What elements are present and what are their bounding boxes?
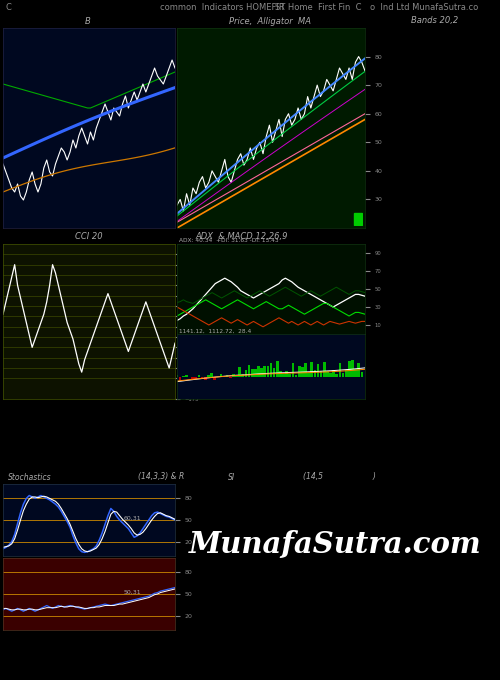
Text: common  Indicators HOMEFIR: common Indicators HOMEFIR <box>160 3 285 12</box>
Bar <box>270 363 272 377</box>
Text: 50,31: 50,31 <box>124 590 141 595</box>
Bar <box>336 375 338 377</box>
Text: SI: SI <box>228 473 235 481</box>
Bar <box>332 370 335 377</box>
Text: B: B <box>84 16 90 25</box>
Text: Stochastics: Stochastics <box>8 473 52 481</box>
Bar <box>292 362 294 377</box>
Bar <box>348 361 350 377</box>
Bar <box>288 374 291 377</box>
Text: CCI 20: CCI 20 <box>75 233 103 241</box>
Bar <box>354 213 362 225</box>
Bar <box>210 373 213 377</box>
Bar <box>251 369 254 377</box>
Bar <box>354 369 357 377</box>
Bar <box>242 373 244 377</box>
Bar <box>320 371 322 377</box>
Bar <box>198 375 200 377</box>
Bar <box>279 371 281 377</box>
Bar <box>323 362 326 377</box>
Bar <box>248 365 250 377</box>
Bar <box>286 371 288 377</box>
Bar <box>301 367 304 377</box>
Text: 84: 84 <box>182 283 190 288</box>
Bar <box>238 367 241 377</box>
Bar <box>176 375 178 377</box>
Bar <box>266 367 269 377</box>
Bar <box>360 372 363 377</box>
Bar <box>222 376 226 377</box>
Bar <box>192 377 194 379</box>
Bar <box>308 373 310 377</box>
Bar <box>200 377 203 379</box>
Bar <box>194 377 197 379</box>
Bar <box>342 373 344 377</box>
Bar <box>310 362 313 377</box>
Text: 60,31: 60,31 <box>124 516 141 521</box>
Text: 1141.12,  1112.72,  28.4: 1141.12, 1112.72, 28.4 <box>179 328 251 333</box>
Bar <box>264 366 266 377</box>
Bar <box>345 370 348 377</box>
Bar <box>179 377 182 380</box>
Bar <box>185 375 188 377</box>
Text: (14,5                     ): (14,5 ) <box>303 473 376 481</box>
Text: ADX: 40.34  +DI: 31.63 -DI: 13.43: ADX: 40.34 +DI: 31.63 -DI: 13.43 <box>179 238 278 243</box>
Bar <box>220 375 222 377</box>
Bar <box>326 371 328 377</box>
Bar <box>182 375 184 377</box>
Bar <box>316 364 320 377</box>
Bar <box>298 366 300 377</box>
Bar <box>214 377 216 380</box>
Bar <box>244 370 248 377</box>
Bar <box>260 368 263 377</box>
Text: C: C <box>5 3 11 12</box>
Bar <box>314 371 316 377</box>
Bar <box>207 375 210 377</box>
Bar <box>226 375 228 377</box>
Bar <box>358 362 360 377</box>
Bar <box>338 363 342 377</box>
Text: (14,3,3) & R: (14,3,3) & R <box>138 473 184 481</box>
Bar <box>273 368 276 377</box>
Bar <box>294 375 298 377</box>
Text: MunafaSutra.com: MunafaSutra.com <box>188 530 482 560</box>
Text: Bands 20,2: Bands 20,2 <box>412 16 459 25</box>
Bar <box>229 377 232 378</box>
Bar <box>232 373 234 377</box>
Bar <box>204 377 206 379</box>
Text: ADX  & MACD 12,26,9: ADX & MACD 12,26,9 <box>196 233 288 241</box>
Bar <box>304 363 307 377</box>
Text: ST Home  First Fin  C: ST Home First Fin C <box>275 3 362 12</box>
Bar <box>276 362 278 377</box>
Bar <box>282 375 285 377</box>
Text: o  Ind Ltd MunafaSutra.co: o Ind Ltd MunafaSutra.co <box>370 3 478 12</box>
Bar <box>329 373 332 377</box>
Bar <box>254 369 256 377</box>
Bar <box>235 375 238 377</box>
Bar <box>257 366 260 377</box>
Bar <box>351 360 354 377</box>
Text: Price,  Alligator  MA: Price, Alligator MA <box>229 16 311 25</box>
